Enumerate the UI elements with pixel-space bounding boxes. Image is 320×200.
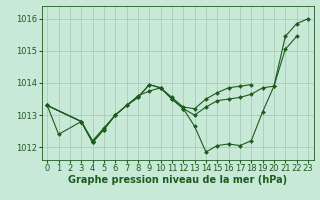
X-axis label: Graphe pression niveau de la mer (hPa): Graphe pression niveau de la mer (hPa) bbox=[68, 175, 287, 185]
